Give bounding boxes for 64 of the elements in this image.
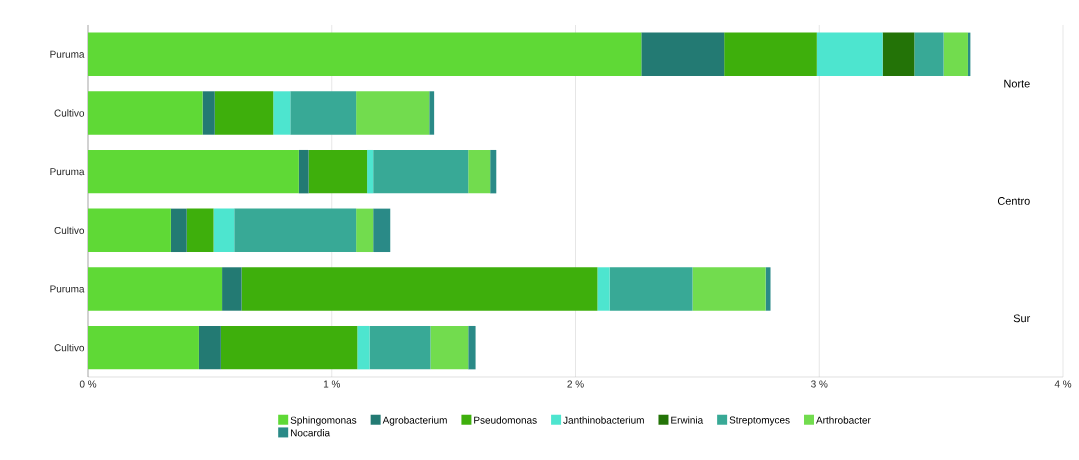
bar [357,325,370,370]
legend-label: Arthrobacter [816,416,871,424]
bar [430,325,469,370]
bar [308,149,368,194]
bar [816,32,883,77]
bar [88,149,299,194]
bar [724,32,817,77]
bar [356,91,430,135]
annotation: Centro [997,197,1030,205]
x-tick-label: 3 % [811,380,828,388]
annotation: Sur [1013,314,1031,323]
bar [468,325,476,370]
annotation: Norte [1004,79,1030,88]
bar [273,91,291,135]
bar [214,91,274,135]
legend-label: Pseudomonas [474,416,537,424]
bar [198,325,221,370]
legend-label: Agrobacterium [382,416,447,426]
bar [765,267,771,311]
bar [692,267,766,311]
bar [88,208,171,253]
bar [88,32,642,77]
bar [882,32,915,77]
bar [202,91,215,135]
legend-label: Sphingomonas [290,416,357,426]
legend-label: Streptomyces [729,416,790,426]
bar [373,149,469,194]
x-tick-label: 0 % [79,380,97,388]
bar [213,208,235,253]
bar [356,208,374,253]
bar [186,208,214,253]
bar [609,267,693,311]
legend-label: Janthinobacterium [563,416,644,424]
legend-label: Erwinia [671,416,704,424]
y-tick-label: Cultivo [54,226,85,234]
y-tick-label: Puruma [50,168,85,176]
bar [943,32,968,77]
bar [468,149,491,194]
bar [222,267,242,311]
bar [234,208,357,253]
bar [290,91,357,135]
y-tick-label: Cultivo [54,109,85,117]
bar [220,325,358,370]
y-tick-label: Puruma [50,50,85,58]
x-tick-label: 1 % [323,380,340,388]
bar [429,91,435,135]
x-tick-label: 2 % [567,380,584,388]
bar [88,325,199,370]
bar [88,91,203,135]
bar [490,149,497,194]
legend-label: Nocardia [291,429,331,437]
bar [88,267,223,311]
y-tick-label: Cultivo [54,344,85,352]
bar [373,208,391,253]
bar [241,267,598,311]
bar [641,32,725,77]
bar [298,149,309,194]
x-tick-label: 4 % [1054,380,1072,388]
bar [369,325,431,370]
bar [170,208,187,253]
y-tick-label: Puruma [50,285,85,293]
bar [914,32,944,77]
bar [367,149,374,194]
bar [597,267,610,311]
